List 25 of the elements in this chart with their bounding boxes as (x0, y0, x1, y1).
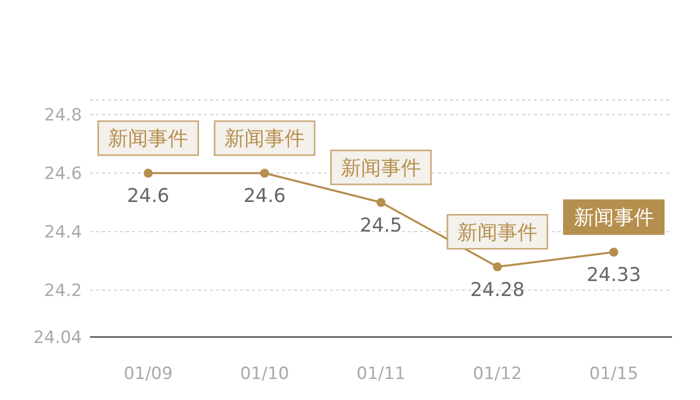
annotation: 新闻事件 (574, 205, 654, 230)
data-label: 24.28 (470, 278, 525, 301)
point (144, 168, 153, 178)
x-tick-label: 01/12 (472, 364, 522, 384)
x-tick-label: 01/11 (356, 364, 406, 384)
x-tick-label: 01/10 (240, 364, 290, 384)
y-tick-label: 24.04 (33, 328, 82, 348)
x-tick-label: 01/09 (124, 364, 173, 384)
annotation: 新闻事件 (224, 126, 305, 150)
data-label: 24.5 (360, 214, 402, 236)
data-label: 24.6 (243, 185, 286, 208)
annotation: 新闻事件 (457, 220, 538, 244)
y-tick-label: 24.4 (44, 222, 82, 243)
annotation: 新闻事件 (108, 126, 188, 150)
x-tick-label: 01/15 (589, 364, 638, 384)
data-label: 24.33 (586, 264, 642, 286)
point (492, 262, 502, 272)
point (609, 248, 618, 257)
point (376, 198, 386, 207)
y-tick-label: 24.6 (44, 164, 82, 184)
y-tick-label: 24.2 (44, 281, 82, 302)
point (260, 168, 270, 178)
annotation: 新闻事件 (341, 155, 421, 180)
data-label: 24.6 (127, 185, 170, 208)
y-tick-label: 24.8 (44, 106, 82, 126)
